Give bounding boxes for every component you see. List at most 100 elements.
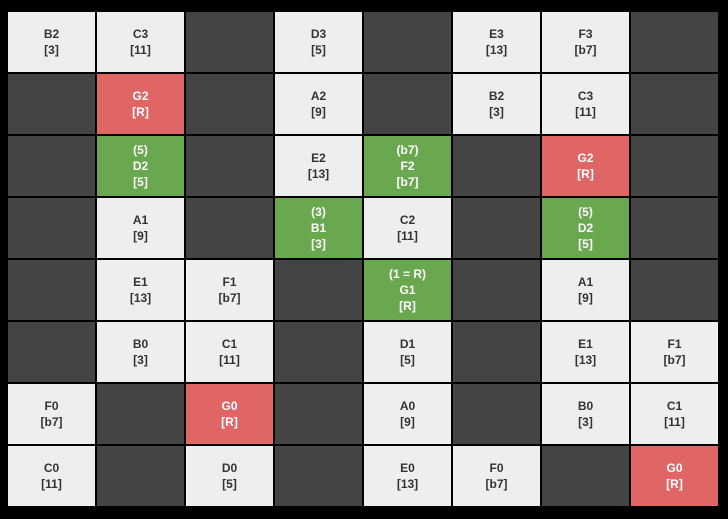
cell-text: F1	[222, 275, 237, 289]
cell-text: D1	[399, 337, 416, 351]
cell-text: [R]	[666, 477, 683, 491]
cell-text: (5)	[133, 143, 148, 157]
cell: B0 [3]	[97, 322, 184, 382]
cell-text: (5)	[578, 205, 593, 219]
cell: G2 [R]	[97, 74, 184, 134]
cell-text: [3]	[578, 415, 593, 429]
cell-text: [3]	[311, 237, 326, 251]
cell	[631, 74, 718, 134]
cell: C0 [11]	[8, 446, 95, 506]
cell-text: A0	[399, 399, 416, 413]
cell	[453, 198, 540, 258]
cell	[364, 12, 451, 72]
cell-text: [11]	[397, 229, 418, 243]
cell	[631, 136, 718, 196]
cell-text: [5]	[311, 43, 326, 57]
cell-text: (1 = R)	[388, 267, 426, 281]
cell	[275, 260, 362, 320]
cell-text: G0	[221, 399, 238, 413]
cell-text: C1	[221, 337, 238, 351]
cell-text: [9]	[311, 105, 326, 119]
cell	[186, 74, 273, 134]
cell	[453, 384, 540, 444]
cell-text: [b7]	[485, 477, 508, 491]
cell-text: [b7]	[218, 291, 241, 305]
cell: E3 [13]	[453, 12, 540, 72]
cell	[8, 322, 95, 382]
cell-text: B0	[577, 399, 594, 413]
cell-text: [3]	[489, 105, 504, 119]
cell: G0 [R]	[631, 446, 718, 506]
cell-text: C3	[577, 89, 594, 103]
cell: E2 [13]	[275, 136, 362, 196]
cell-text: G2	[577, 151, 594, 165]
cell-text: [13]	[307, 167, 330, 181]
cell-text: A1	[577, 275, 594, 289]
cell: C2 [11]	[364, 198, 451, 258]
cell: G2 [R]	[542, 136, 629, 196]
cell	[275, 446, 362, 506]
cell: (b7) F2 [b7]	[364, 136, 451, 196]
cell: G0 [R]	[186, 384, 273, 444]
cell	[8, 74, 95, 134]
cell-text: D2	[577, 221, 594, 235]
cell-text: D2	[132, 159, 149, 173]
cell: F1 [b7]	[186, 260, 273, 320]
cell	[542, 446, 629, 506]
cell-text: C3	[132, 27, 149, 41]
cell-text: A1	[132, 213, 149, 227]
cell: F0 [b7]	[453, 446, 540, 506]
cell: (5) D2 [5]	[97, 136, 184, 196]
cell-text: [b7]	[40, 415, 63, 429]
cell: C1 [11]	[186, 322, 273, 382]
cell-text: [11]	[219, 353, 240, 367]
cell-text: [9]	[133, 229, 148, 243]
cell: B2 [3]	[8, 12, 95, 72]
cell: D0 [5]	[186, 446, 273, 506]
cell-text: D3	[310, 27, 327, 41]
cell-text: [13]	[396, 477, 419, 491]
cell-text: [13]	[129, 291, 152, 305]
cell: B2 [3]	[453, 74, 540, 134]
cell: C1 [11]	[631, 384, 718, 444]
cell: A2 [9]	[275, 74, 362, 134]
cell-text: (b7)	[396, 143, 419, 157]
cell-text: [9]	[400, 415, 415, 429]
cell-text: [b7]	[663, 353, 686, 367]
cell-text: E0	[400, 461, 415, 475]
cell-text: B0	[132, 337, 149, 351]
cell	[97, 384, 184, 444]
cell-text: F3	[578, 27, 593, 41]
cell-text: [R]	[221, 415, 238, 429]
cell: C3 [11]	[97, 12, 184, 72]
cell-text: [13]	[485, 43, 508, 57]
cell-text: C1	[666, 399, 683, 413]
cell-text: E1	[578, 337, 593, 351]
cell: A1 [9]	[97, 198, 184, 258]
cell	[631, 260, 718, 320]
cell	[453, 136, 540, 196]
cell-text: B2	[43, 27, 60, 41]
cell-text: [R]	[399, 299, 416, 313]
cell-text: F1	[667, 337, 682, 351]
cell-text: [5]	[400, 353, 415, 367]
cell-text: G0	[666, 461, 683, 475]
cell-text: (3)	[311, 205, 326, 219]
cell-text: G1	[399, 283, 416, 297]
cell-text: [3]	[133, 353, 148, 367]
cell: F3 [b7]	[542, 12, 629, 72]
cell: E0 [13]	[364, 446, 451, 506]
cell	[8, 260, 95, 320]
cell-text: [9]	[578, 291, 593, 305]
cell-text: [11]	[664, 415, 685, 429]
cell-text: [R]	[132, 105, 149, 119]
cell	[631, 12, 718, 72]
cell: A0 [9]	[364, 384, 451, 444]
cell: F0 [b7]	[8, 384, 95, 444]
cell-text: [13]	[574, 353, 597, 367]
cell-text: [R]	[577, 167, 594, 181]
cell: (1 = R) G1 [R]	[364, 260, 451, 320]
cell-text: F0	[44, 399, 59, 413]
cell: D3 [5]	[275, 12, 362, 72]
